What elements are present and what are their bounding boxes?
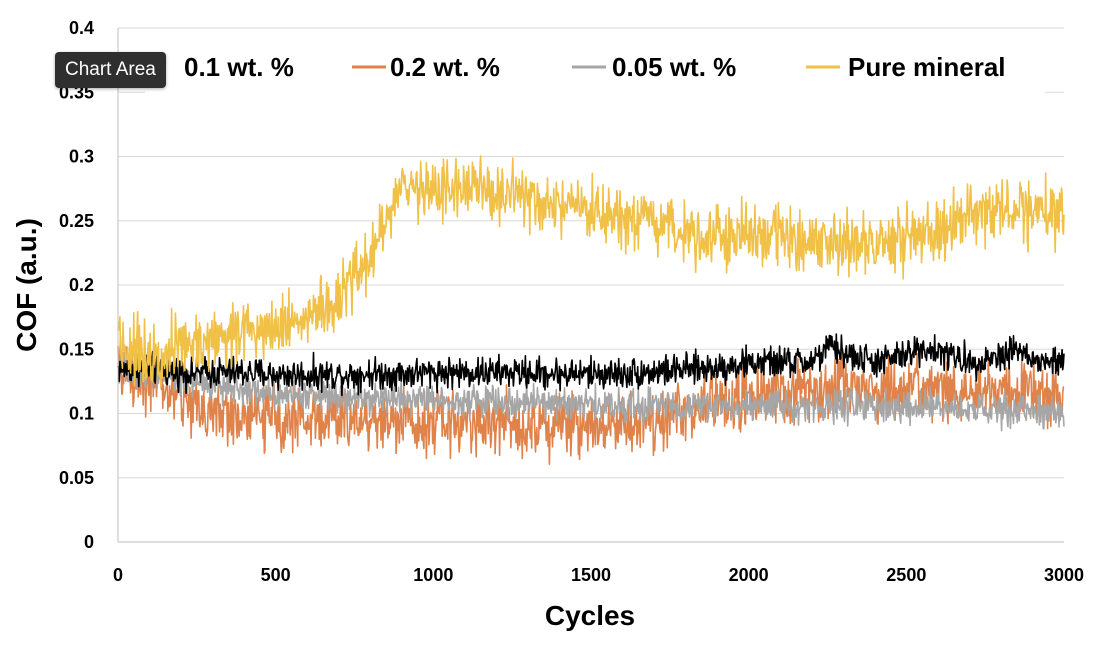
legend-background xyxy=(145,44,1045,94)
y-tick-label: 0 xyxy=(84,532,94,552)
y-tick-label: 0.2 xyxy=(69,275,94,295)
legend-item-2[interactable]: 0.05 wt. % xyxy=(572,52,736,82)
axes xyxy=(117,28,1064,543)
legend-label: 0.1 wt. % xyxy=(184,52,294,82)
series-line-3 xyxy=(117,155,1065,388)
chart-area-tooltip: Chart Area xyxy=(55,52,166,88)
x-tick-label: 3000 xyxy=(1044,565,1084,585)
x-tick-label: 500 xyxy=(261,565,291,585)
series-line-2 xyxy=(117,352,1065,432)
plot-series xyxy=(117,155,1065,465)
x-tick-labels: 0 500 1000 1500 2000 2500 3000 xyxy=(113,565,1084,585)
legend[interactable]: 0.1 wt. % 0.2 wt. % 0.05 wt. % Pure mineral xyxy=(118,52,1006,82)
x-tick-label: 1500 xyxy=(571,565,611,585)
legend-label: 0.2 wt. % xyxy=(390,52,500,82)
legend-label: 0.05 wt. % xyxy=(612,52,736,82)
x-tick-label: 2500 xyxy=(886,565,926,585)
y-tick-label: 0.1 xyxy=(69,404,94,424)
y-tick-label: 0.3 xyxy=(69,147,94,167)
legend-label: Pure mineral xyxy=(848,52,1006,82)
series-line-0 xyxy=(117,333,1065,397)
y-axis-title: COF (a.u.) xyxy=(11,218,42,352)
x-axis-title: Cycles xyxy=(545,600,635,631)
y-tick-label: 0.05 xyxy=(59,468,94,488)
legend-item-1[interactable]: 0.2 wt. % xyxy=(352,52,500,82)
y-tick-labels: 00.050.10.150.20.250.30.350.4 xyxy=(59,18,94,552)
x-tick-label: 1000 xyxy=(413,565,453,585)
y-tick-label: 0.4 xyxy=(69,18,94,38)
legend-item-3[interactable]: Pure mineral xyxy=(806,52,1006,82)
y-tick-label: 0.25 xyxy=(59,211,94,231)
x-tick-label: 2000 xyxy=(729,565,769,585)
x-tick-label: 0 xyxy=(113,565,123,585)
y-tick-label: 0.15 xyxy=(59,339,94,359)
